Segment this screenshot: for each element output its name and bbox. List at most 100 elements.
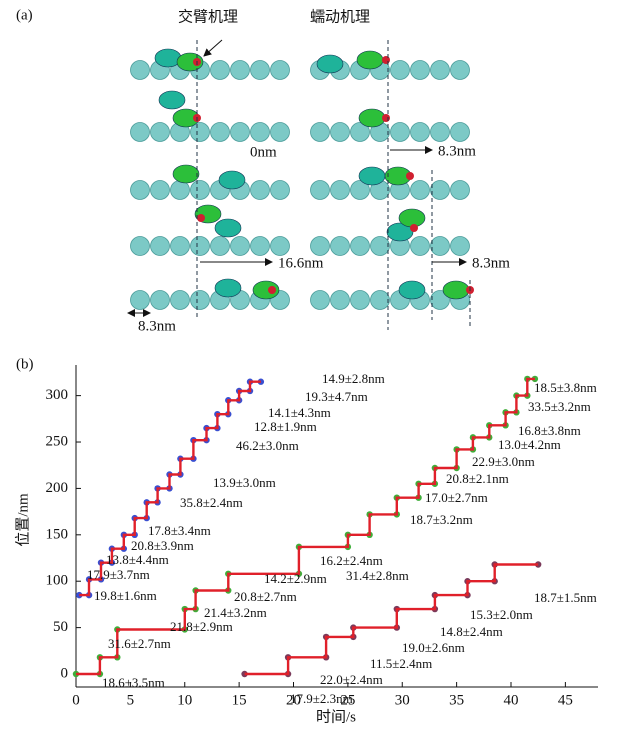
distance-label: 8.3nm xyxy=(138,318,176,334)
bead xyxy=(231,61,250,80)
motor-head xyxy=(159,91,185,109)
bead xyxy=(131,61,150,80)
x-tick-label: 45 xyxy=(558,692,573,708)
step-size-label: 15.3±2.0nm xyxy=(470,607,533,622)
step-size-label: 18.7±3.2nm xyxy=(410,512,473,527)
step-size-label: 13.9±3.0nm xyxy=(213,475,276,490)
x-tick-label: 5 xyxy=(127,692,135,708)
arrow xyxy=(204,40,222,56)
step-size-label: 31.4±2.8nm xyxy=(346,568,409,583)
bead xyxy=(271,181,290,200)
bead xyxy=(251,237,270,256)
bead xyxy=(311,123,330,142)
step-size-label: 21.8±2.9nm xyxy=(170,619,233,634)
bead xyxy=(391,123,410,142)
bead xyxy=(151,291,170,310)
y-tick-label: 0 xyxy=(61,665,69,681)
motor-head xyxy=(357,51,383,69)
step-size-label: 20.8±2.7nm xyxy=(234,589,297,604)
bead xyxy=(371,237,390,256)
diagram xyxy=(128,40,474,330)
bead xyxy=(131,181,150,200)
bead xyxy=(451,123,470,142)
y-tick-label: 200 xyxy=(46,480,69,496)
distance-label: 0nm xyxy=(250,144,277,160)
bead xyxy=(311,237,330,256)
x-tick-label: 30 xyxy=(395,692,410,708)
bead xyxy=(251,61,270,80)
x-tick-label: 35 xyxy=(449,692,464,708)
step-size-label: 22.9±3.0nm xyxy=(472,454,535,469)
x-tick-label: 40 xyxy=(504,692,519,708)
bead xyxy=(211,237,230,256)
step-size-label: 12.8±1.9nm xyxy=(254,419,317,434)
y-tick-label: 50 xyxy=(53,619,68,635)
step-size-label: 18.6±3.5nm xyxy=(102,675,165,690)
bead xyxy=(191,181,210,200)
panel-title: 蠕动机理 xyxy=(310,8,370,25)
motor-head xyxy=(359,167,385,185)
bead xyxy=(411,123,430,142)
bead xyxy=(391,61,410,80)
bead xyxy=(331,123,350,142)
marker-dot xyxy=(197,214,205,222)
bead xyxy=(171,237,190,256)
bead xyxy=(271,237,290,256)
bead xyxy=(191,237,210,256)
bead xyxy=(271,61,290,80)
step-size-label: 46.2±3.0nm xyxy=(236,438,299,453)
bead xyxy=(251,181,270,200)
step-size-label: 18.7±1.5nm xyxy=(534,590,597,605)
y-axis-label: 位置/nm xyxy=(14,493,31,547)
motor-head xyxy=(443,281,469,299)
bead xyxy=(351,237,370,256)
x-tick-label: 10 xyxy=(177,692,192,708)
motor-head xyxy=(399,209,425,227)
y-tick-label: 100 xyxy=(46,573,69,589)
bead xyxy=(331,291,350,310)
bead xyxy=(151,237,170,256)
bead xyxy=(231,123,250,142)
step-size-label: 11.5±2.4nm xyxy=(370,656,432,671)
x-tick-label: 15 xyxy=(232,692,247,708)
motor-head xyxy=(359,109,385,127)
step-size-label: 20.8±3.9nm xyxy=(131,538,194,553)
distance-label: 8.3nm xyxy=(438,143,476,159)
motor-head xyxy=(173,165,199,183)
bead xyxy=(431,61,450,80)
marker-dot xyxy=(268,286,276,294)
bead xyxy=(451,237,470,256)
step-size-label: 19.3±4.7nm xyxy=(305,389,368,404)
marker-dot xyxy=(410,224,418,232)
step-size-label: 31.6±2.7nm xyxy=(108,636,171,651)
step-size-label: 17.8±3.4nm xyxy=(148,523,211,538)
step-size-label: 14.2±2.9nm xyxy=(264,571,327,586)
step-size-label: 19.8±1.6nm xyxy=(94,588,157,603)
step-size-label: 35.8±2.4nm xyxy=(180,495,243,510)
bead xyxy=(371,291,390,310)
x-tick-label: 0 xyxy=(72,692,80,708)
motor-head xyxy=(215,279,241,297)
bead xyxy=(211,123,230,142)
motor-head xyxy=(219,171,245,189)
y-tick-label: 300 xyxy=(46,387,69,403)
distance-label: 16.6nm xyxy=(278,255,324,271)
step-size-label: 21.4±3.2nm xyxy=(204,605,267,620)
bead xyxy=(211,61,230,80)
step-size-label: 13.8±4.4nm xyxy=(106,552,169,567)
marker-dot xyxy=(382,56,390,64)
distance-label: 8.3nm xyxy=(472,255,510,271)
step-size-label: 18.5±3.8nm xyxy=(534,380,597,395)
bead xyxy=(411,237,430,256)
motor-head xyxy=(317,55,343,73)
step-size-label: 13.0±4.2nm xyxy=(498,437,561,452)
step-size-label: 17.0±2.7nm xyxy=(425,490,488,505)
bead xyxy=(171,291,190,310)
bead xyxy=(431,123,450,142)
bead xyxy=(131,123,150,142)
panel-title: 交臂机理 xyxy=(178,7,238,25)
bead xyxy=(151,181,170,200)
bead xyxy=(311,181,330,200)
marker-dot xyxy=(406,172,414,180)
bead xyxy=(351,291,370,310)
